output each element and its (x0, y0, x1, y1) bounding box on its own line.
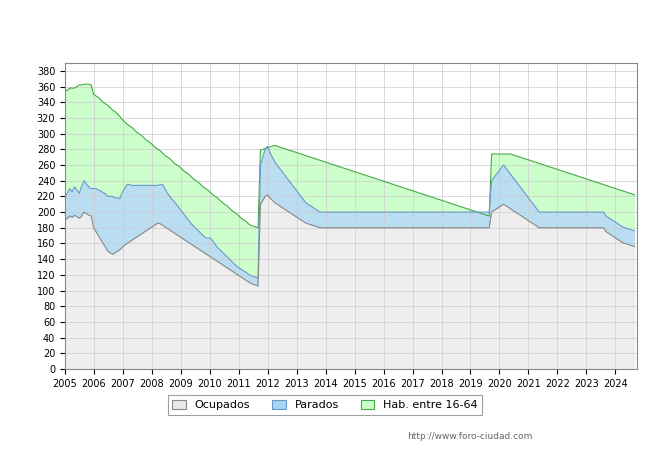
Text: http://www.foro-ciudad.com: http://www.foro-ciudad.com (408, 432, 533, 441)
Text: Hinojosa del Valle - Evolucion de la poblacion en edad de Trabajar Septiembre de: Hinojosa del Valle - Evolucion de la pob… (68, 21, 582, 33)
Legend: Ocupados, Parados, Hab. entre 16-64: Ocupados, Parados, Hab. entre 16-64 (168, 396, 482, 414)
